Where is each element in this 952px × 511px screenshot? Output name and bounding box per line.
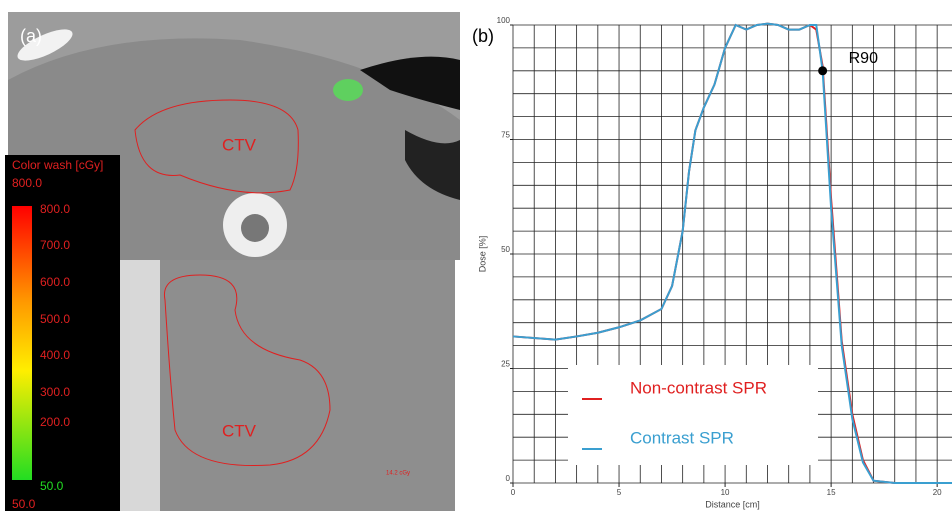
colorwash-min: 50.0 (12, 497, 36, 511)
panel-label: (a) (20, 26, 42, 46)
colorwash-tick: 200.0 (40, 415, 70, 429)
colorwash-max: 800.0 (12, 176, 42, 190)
legend-label: Non-contrast SPR (630, 378, 767, 397)
colorwash-tick: 300.0 (40, 385, 70, 399)
colorwash-title: Color wash [cGy] (12, 158, 103, 172)
y-tick-label: 75 (501, 131, 510, 140)
colorwash-bar (12, 206, 32, 480)
colorwash-legend: Color wash [cGy] 800.0 50.0 800.0 700.0 60… (5, 155, 120, 511)
x-tick-label: 10 (721, 488, 730, 497)
colorwash-tick: 400.0 (40, 348, 70, 362)
colorwash-tick: 50.0 (40, 479, 64, 493)
ct-canal (241, 214, 269, 242)
y-tick-label: 100 (497, 16, 511, 25)
colorwash-tick: 600.0 (40, 275, 70, 289)
ct-dose-spot (333, 79, 363, 101)
panel-label: (b) (472, 26, 494, 46)
x-tick-label: 15 (827, 488, 836, 497)
annotation-point (818, 66, 827, 75)
figure: CTV CTV 14.2 cGy (a) Color wash [cGy] 80… (0, 0, 952, 511)
y-tick-label: 50 (501, 245, 510, 254)
region-label: CTV (222, 421, 257, 440)
colorwash-tick: 800.0 (40, 202, 70, 216)
colorwash-tick: 500.0 (40, 312, 70, 326)
x-axis-label: Distance [cm] (705, 499, 760, 509)
x-tick-label: 5 (617, 488, 622, 497)
dose-label: 14.2 cGy (386, 471, 410, 477)
y-axis-label: Dose [%] (477, 236, 487, 273)
ct-spine (120, 260, 160, 511)
annotation-label: R90 (849, 50, 878, 67)
y-tick-label: 25 (501, 360, 510, 369)
legend-label: Contrast SPR (630, 428, 734, 447)
region-label: CTV (222, 135, 257, 154)
colorwash-tick: 700.0 (40, 238, 70, 252)
x-tick-label: 20 (933, 488, 942, 497)
plot: 0 5 10 15 20 0 25 50 75 100 Distance [cm] Dose [%] (… (472, 16, 952, 509)
x-tick-label: 0 (511, 488, 516, 497)
y-tick-label: 0 (506, 474, 511, 483)
